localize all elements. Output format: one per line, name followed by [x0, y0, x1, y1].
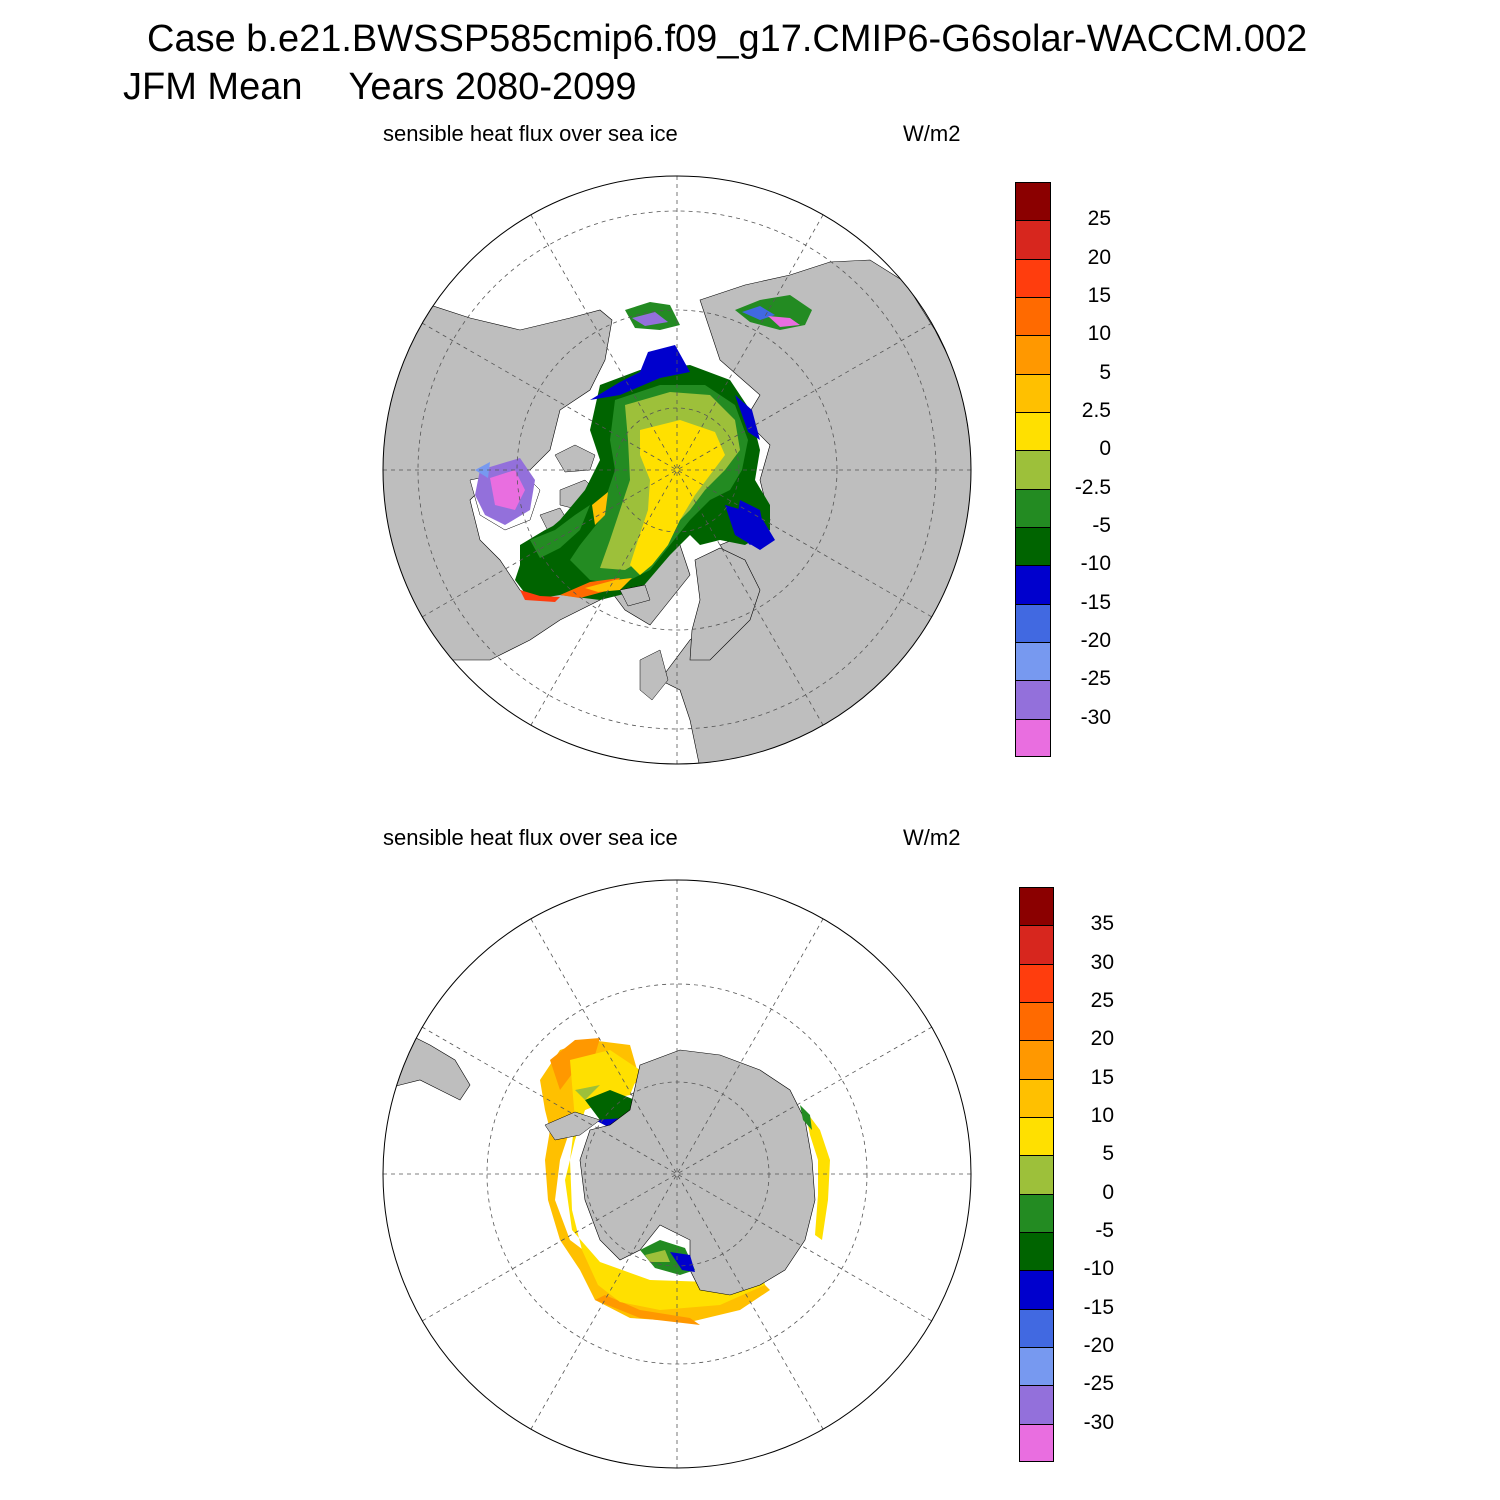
- south-colorbar-label: 25: [1090, 989, 1114, 1012]
- south-colorbar-label: 0: [1102, 1180, 1114, 1204]
- north-america-landmass: [383, 304, 616, 661]
- north-colorbar-swatch: [1015, 220, 1051, 260]
- north-colorbar-swatch: [1015, 603, 1051, 643]
- north-colorbar-label: 2.5: [1081, 399, 1111, 422]
- north-colorbar-swatch: [1015, 373, 1051, 413]
- north-colorbar-label: 0: [1099, 437, 1111, 461]
- north-colorbar-label: -15: [1080, 590, 1111, 614]
- south-colorbar-label: 10: [1090, 1104, 1114, 1127]
- south-colorbar: 35 30 25 20 15 10 5 0 -5 -10 -15 -20 -25 -30: [1019, 887, 1139, 1463]
- south-colorbar-swatch: [1019, 1308, 1054, 1348]
- south-colorbar-label: -10: [1083, 1257, 1114, 1281]
- south-ice-east-coast: [805, 1110, 830, 1240]
- south-colorbar-label: -25: [1083, 1372, 1114, 1396]
- north-colorbar-swatch: [1015, 680, 1051, 720]
- north-colorbar-swatch: [1015, 258, 1051, 298]
- north-colorbar-swatch: [1015, 642, 1051, 681]
- south-colorbar-label: 5: [1102, 1142, 1114, 1166]
- north-colorbar-swatch: [1015, 488, 1051, 528]
- north-ice-barents: [735, 500, 765, 545]
- south-colorbar-swatch: [1019, 887, 1054, 926]
- south-colorbar-label: -30: [1083, 1410, 1114, 1434]
- north-colorbar-label: 15: [1087, 284, 1111, 307]
- north-colorbar-swatch: [1015, 412, 1051, 451]
- north-colorbar-label: -20: [1080, 629, 1111, 652]
- period-title: JFM Mean Years 2080-2099: [123, 66, 637, 109]
- south-colorbar-label: -20: [1083, 1334, 1114, 1357]
- north-colorbar-swatch: [1015, 297, 1051, 336]
- south-colorbar-swatch: [1019, 1385, 1054, 1425]
- north-colorbar-swatch: [1015, 718, 1051, 758]
- south-colorbar-swatch: [1019, 1270, 1054, 1310]
- north-colorbar-label: -25: [1080, 667, 1111, 691]
- north-colorbar-label: 20: [1087, 245, 1111, 269]
- north-colorbar-swatch: [1015, 335, 1051, 375]
- south-colorbar-swatch: [1019, 1078, 1054, 1118]
- south-colorbar-label: 20: [1090, 1027, 1114, 1051]
- season-label: JFM Mean: [123, 66, 303, 108]
- south-colorbar-label: -5: [1095, 1219, 1114, 1242]
- north-units-label: W/m2: [903, 121, 961, 146]
- south-colorbar-swatch: [1019, 1040, 1054, 1080]
- south-map-border: [382, 879, 972, 1469]
- south-colorbar-label: -15: [1083, 1295, 1114, 1319]
- north-colorbar-swatch: [1015, 527, 1051, 566]
- north-colorbar-label: -30: [1080, 705, 1111, 729]
- north-polar-map: [383, 176, 971, 764]
- south-colorbar-swatch: [1019, 925, 1054, 965]
- north-ice-yellow: [630, 420, 725, 575]
- north-colorbar-swatch: [1015, 565, 1051, 605]
- south-colorbar-label: 35: [1090, 912, 1114, 936]
- scandinavia-landmass: [689, 547, 761, 661]
- south-colorbar-swatch: [1019, 963, 1054, 1003]
- years-label: Years 2080-2099: [348, 66, 637, 108]
- north-colorbar: 25 20 15 10 5 2.5 0 -2.5 -5 -10 -15 -20 -25 -30: [1015, 182, 1135, 758]
- north-colorbar-label: -2.5: [1074, 475, 1111, 499]
- south-colorbar-swatch: [1019, 1193, 1054, 1233]
- south-ice-dark-orange-edge: [550, 1038, 700, 1325]
- north-variable-label: sensible heat flux over sea ice: [383, 121, 678, 146]
- north-colorbar-label: 5: [1099, 360, 1111, 384]
- south-polar-map: [383, 880, 971, 1468]
- north-colorbar-swatch: [1015, 182, 1051, 221]
- south-colorbar-swatch: [1019, 1423, 1054, 1463]
- south-colorbar-swatch: [1019, 1347, 1054, 1386]
- south-colorbar-label: 30: [1090, 950, 1114, 974]
- south-variable-label: sensible heat flux over sea ice: [383, 825, 678, 850]
- south-ice-weddell-green: [585, 1090, 635, 1120]
- north-colorbar-label: -5: [1092, 514, 1111, 537]
- south-colorbar-swatch: [1019, 1232, 1054, 1271]
- north-colorbar-swatch: [1015, 450, 1051, 490]
- north-colorbar-label: -10: [1080, 552, 1111, 576]
- north-map-border: [382, 175, 972, 765]
- north-colorbar-label: 25: [1087, 207, 1111, 231]
- north-colorbar-label: 10: [1087, 322, 1111, 346]
- south-colorbar-swatch: [1019, 1002, 1054, 1041]
- antarctica-landmass: [579, 1049, 816, 1296]
- case-title: Case b.e21.BWSSP585cmip6.f09_g17.CMIP6-G…: [147, 18, 1308, 60]
- south-colorbar-swatch: [1019, 1117, 1054, 1156]
- south-colorbar-swatch: [1019, 1155, 1054, 1195]
- south-colorbar-label: 15: [1090, 1065, 1114, 1089]
- south-units-label: W/m2: [903, 825, 961, 850]
